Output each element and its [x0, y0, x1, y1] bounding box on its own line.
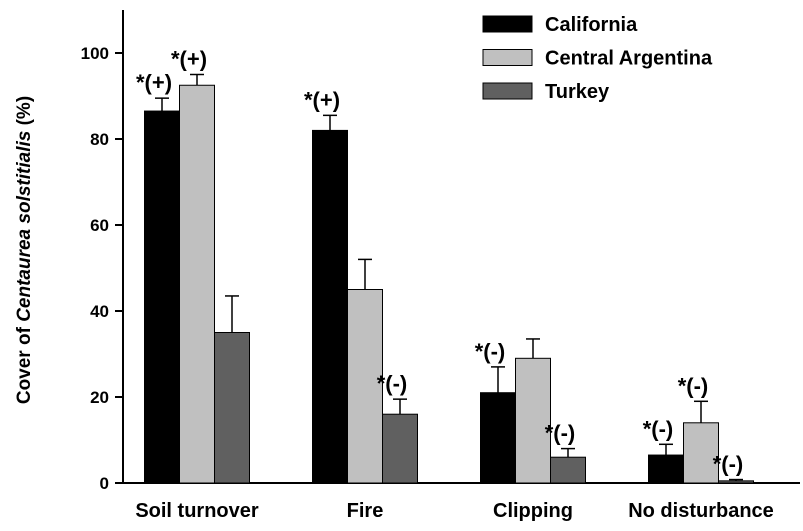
annotation: *(-) — [643, 416, 674, 441]
y-label-part: (%) — [14, 96, 35, 131]
x-tick-label: Soil turnover — [135, 500, 259, 522]
bar — [144, 110, 180, 484]
bar — [718, 480, 754, 484]
legend-label: Central Argentina — [545, 48, 713, 70]
y-label-part: Cover of — [14, 322, 35, 404]
bar — [347, 289, 383, 484]
legend-swatch — [482, 49, 533, 66]
x-tick-label: Fire — [347, 500, 384, 522]
annotation: *(-) — [678, 373, 709, 398]
legend-label: Turkey — [545, 81, 610, 103]
x-tick-label: Clipping — [493, 500, 573, 522]
bar — [382, 413, 418, 484]
annotation: *(-) — [475, 339, 506, 364]
bar — [312, 129, 348, 484]
bar — [550, 456, 586, 484]
annotation: *(-) — [713, 452, 744, 477]
legend-label: California — [545, 14, 638, 36]
annotation: *(+) — [136, 70, 172, 95]
legend-swatch — [482, 15, 533, 33]
y-axis-label: Cover of Centaurea solstitialis (%) — [14, 96, 35, 404]
bar — [683, 422, 719, 484]
annotation: *(+) — [171, 47, 207, 72]
annotation: *(-) — [545, 421, 576, 446]
bar — [648, 454, 684, 484]
y-tick-label: 0 — [100, 474, 109, 493]
bar — [179, 84, 215, 484]
annotation: *(-) — [377, 371, 408, 396]
legend-swatch — [482, 82, 533, 100]
bar — [214, 332, 250, 484]
y-tick-label: 40 — [90, 302, 109, 321]
bar — [515, 357, 551, 484]
annotation: *(+) — [304, 87, 340, 112]
y-tick-label: 80 — [90, 130, 109, 149]
y-tick-label: 60 — [90, 216, 109, 235]
x-tick-label: No disturbance — [628, 500, 774, 522]
y-label-part: Centaurea solstitialis — [14, 131, 35, 322]
bar — [480, 392, 516, 484]
y-tick-label: 100 — [81, 44, 109, 63]
y-tick-label: 20 — [90, 388, 109, 407]
